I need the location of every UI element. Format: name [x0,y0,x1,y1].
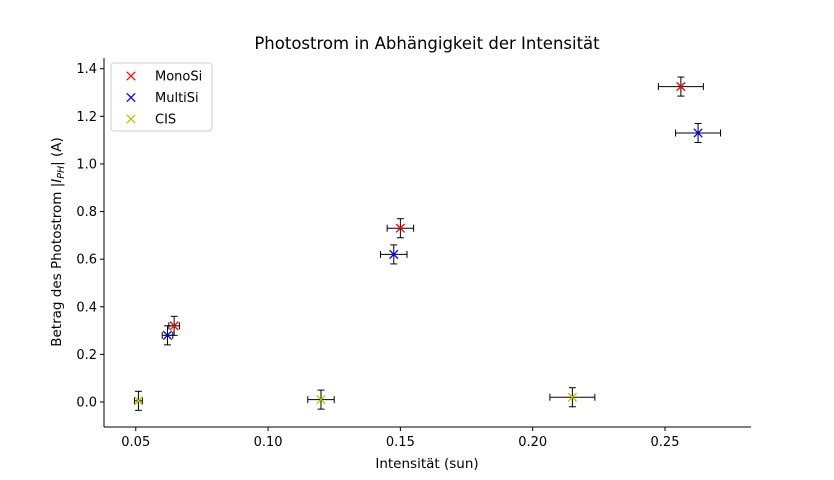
y-axis-label-subscript: PH [56,166,67,179]
x-marker-stroke [567,392,578,402]
x-marker-stroke [676,81,686,92]
y-tick-label: 0.6 [76,253,97,268]
data-point-multisi [380,244,408,265]
x-marker-stroke [162,330,173,341]
x-tick-label: 0.15 [386,435,415,450]
x-marker-stroke [389,249,399,260]
data-point-cis [133,390,144,411]
plot-marks [133,76,722,411]
series-cis [133,387,596,411]
y-axis-label-suffix: | (A) [49,137,65,166]
x-marker-stroke [169,321,179,331]
y-axis-label-prefix: Betrag des Photostrom | [49,183,65,347]
x-marker-stroke [395,223,406,233]
series-multisi [161,122,722,346]
legend-item-cis: CIS [126,113,176,128]
x-tick-label: 0.05 [121,435,150,450]
y-tick-label: 0.2 [76,348,97,363]
data-point-multisi [161,325,174,346]
data-point-cis [307,389,335,410]
data-point-cis [549,387,596,408]
y-tick-label: 1.2 [76,110,97,125]
series-monosi [168,76,704,336]
x-marker-stroke [693,128,703,138]
legend-marker [126,114,136,124]
y-tick-label: 0.0 [76,396,97,411]
legend-marker [126,92,136,103]
x-marker-stroke [316,394,326,405]
legend-label-multisi: MultiSi [155,91,199,106]
data-point-monosi [386,218,415,239]
legend-item-monosi: MonoSi [126,70,202,85]
legend-label-monosi: MonoSi [155,70,202,85]
legend-item-multisi: MultiSi [126,91,199,106]
legend-box [110,62,213,132]
chart-title: Photostrom in Abhängigkeit der Intensitä… [254,34,600,53]
x-axis-label: Intensität (sun) [375,456,478,472]
y-axis-label-variable: I [49,179,65,183]
legend: MonoSi MultiSi CIS [110,62,213,132]
y-tick-label: 0.8 [76,205,97,220]
x-tick-label: 0.20 [518,435,547,450]
x-tick-label: 0.10 [254,435,283,450]
axes: 0.05 0.10 0.15 0.20 0.25 0.0 0.2 0.4 0.6 0.8 1.0 1.… [76,58,751,450]
data-point-monosi [657,76,704,97]
y-tick-label: 1.0 [76,157,97,172]
y-tick-label: 1.4 [76,62,97,77]
x-tick-label: 0.25 [651,435,680,450]
y-axis-label: Betrag des Photostrom |IPH| (A) [49,137,67,347]
legend-marker [126,71,136,81]
y-tick-label: 0.4 [76,300,97,315]
legend-label-cis: CIS [155,113,176,128]
data-point-multisi [675,122,722,144]
x-marker-stroke [133,396,144,406]
